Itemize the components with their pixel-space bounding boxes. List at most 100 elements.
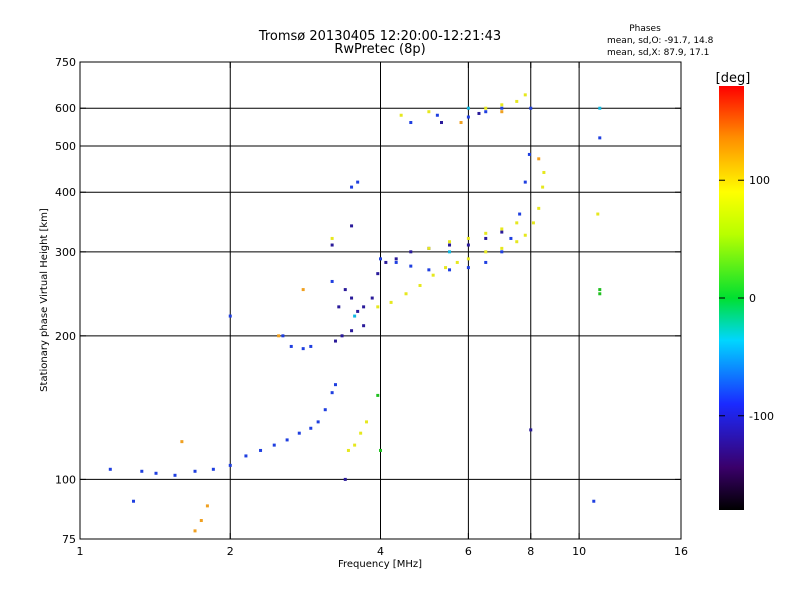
data-point <box>598 288 602 292</box>
data-point <box>323 408 327 412</box>
data-point <box>515 221 519 225</box>
data-point <box>394 260 398 264</box>
data-point <box>309 426 313 430</box>
y-tick-label: 400 <box>55 186 76 199</box>
data-point <box>281 334 285 338</box>
data-point <box>529 428 533 432</box>
data-point <box>356 180 360 184</box>
data-point <box>444 266 448 270</box>
data-point <box>350 296 354 300</box>
data-point <box>523 233 527 237</box>
data-point <box>484 106 488 110</box>
colorbar-tick-label: -100 <box>749 410 774 423</box>
data-point <box>333 383 337 387</box>
colorbar-unit: [deg] <box>716 71 751 86</box>
data-point <box>350 329 354 333</box>
data-point <box>509 236 513 240</box>
data-point <box>350 224 354 228</box>
data-point <box>259 448 263 452</box>
data-point <box>244 454 248 458</box>
data-point <box>330 279 334 283</box>
y-tick-label: 750 <box>55 56 76 69</box>
data-point <box>448 250 452 254</box>
y-tick-label: 75 <box>62 533 76 546</box>
x-tick-label: 2 <box>227 545 234 558</box>
data-point <box>500 106 504 110</box>
data-point <box>343 477 347 481</box>
x-tick-label: 4 <box>377 545 384 558</box>
data-point <box>598 292 602 296</box>
data-point <box>272 443 276 447</box>
data-point <box>399 113 403 117</box>
data-point <box>598 136 602 140</box>
data-point <box>542 170 546 174</box>
data-point <box>541 185 545 189</box>
data-point <box>404 292 408 296</box>
data-point <box>537 157 541 161</box>
colorbar-ticks: 100 0 -100 <box>719 174 774 423</box>
data-point <box>289 344 293 348</box>
phases-o-mode: mean, sd,O: -91.7, 14.8 <box>607 36 714 46</box>
data-point <box>427 268 431 272</box>
data-point <box>353 443 357 447</box>
y-tick-label: 600 <box>55 102 76 115</box>
data-point <box>531 221 535 225</box>
y-tick-label: 500 <box>55 140 76 153</box>
data-point <box>140 469 144 473</box>
grid-lines <box>80 62 681 539</box>
data-point <box>435 113 439 117</box>
data-point <box>440 121 444 125</box>
data-point <box>340 334 344 338</box>
data-point <box>596 212 600 216</box>
data-point <box>523 180 527 184</box>
data-point <box>409 264 413 268</box>
data-point <box>337 305 341 309</box>
data-point <box>537 206 541 210</box>
data-point <box>301 347 305 351</box>
data-point <box>379 448 382 452</box>
data-point <box>466 243 470 247</box>
data-point <box>370 296 374 300</box>
data-point <box>350 185 354 189</box>
data-point <box>353 314 357 318</box>
data-point <box>228 463 232 467</box>
data-point <box>500 110 504 114</box>
data-point <box>205 504 209 508</box>
data-point <box>459 121 463 125</box>
x-tick-label: 8 <box>527 545 534 558</box>
data-point <box>132 499 136 503</box>
x-tick-label: 1 <box>77 545 84 558</box>
chart-subtitle: RwPretec (8p) <box>334 42 425 57</box>
data-point <box>515 99 519 103</box>
data-point <box>362 324 366 328</box>
data-point <box>484 231 488 235</box>
data-point <box>228 314 232 318</box>
colorbar-tick-label: 0 <box>749 292 756 305</box>
data-point <box>333 339 337 343</box>
data-point <box>376 305 380 309</box>
data-point <box>108 467 112 471</box>
data-point <box>330 243 334 247</box>
data-point <box>448 268 452 272</box>
y-tick-label: 200 <box>55 330 76 343</box>
data-point <box>297 431 301 435</box>
data-point <box>466 236 470 240</box>
data-point <box>500 250 504 254</box>
data-point <box>518 212 522 216</box>
data-point <box>500 103 504 107</box>
data-point <box>466 106 470 110</box>
x-tick-label: 6 <box>465 545 472 558</box>
data-point <box>409 121 413 125</box>
data-point <box>466 266 470 270</box>
data-point <box>316 420 320 424</box>
data-point <box>466 115 470 119</box>
data-point <box>455 260 459 264</box>
data-point <box>379 257 382 261</box>
data-point <box>523 93 527 97</box>
data-point <box>199 519 203 523</box>
x-tick-label: 10 <box>572 545 586 558</box>
data-point <box>346 448 350 452</box>
y-tick-label: 100 <box>55 473 76 486</box>
